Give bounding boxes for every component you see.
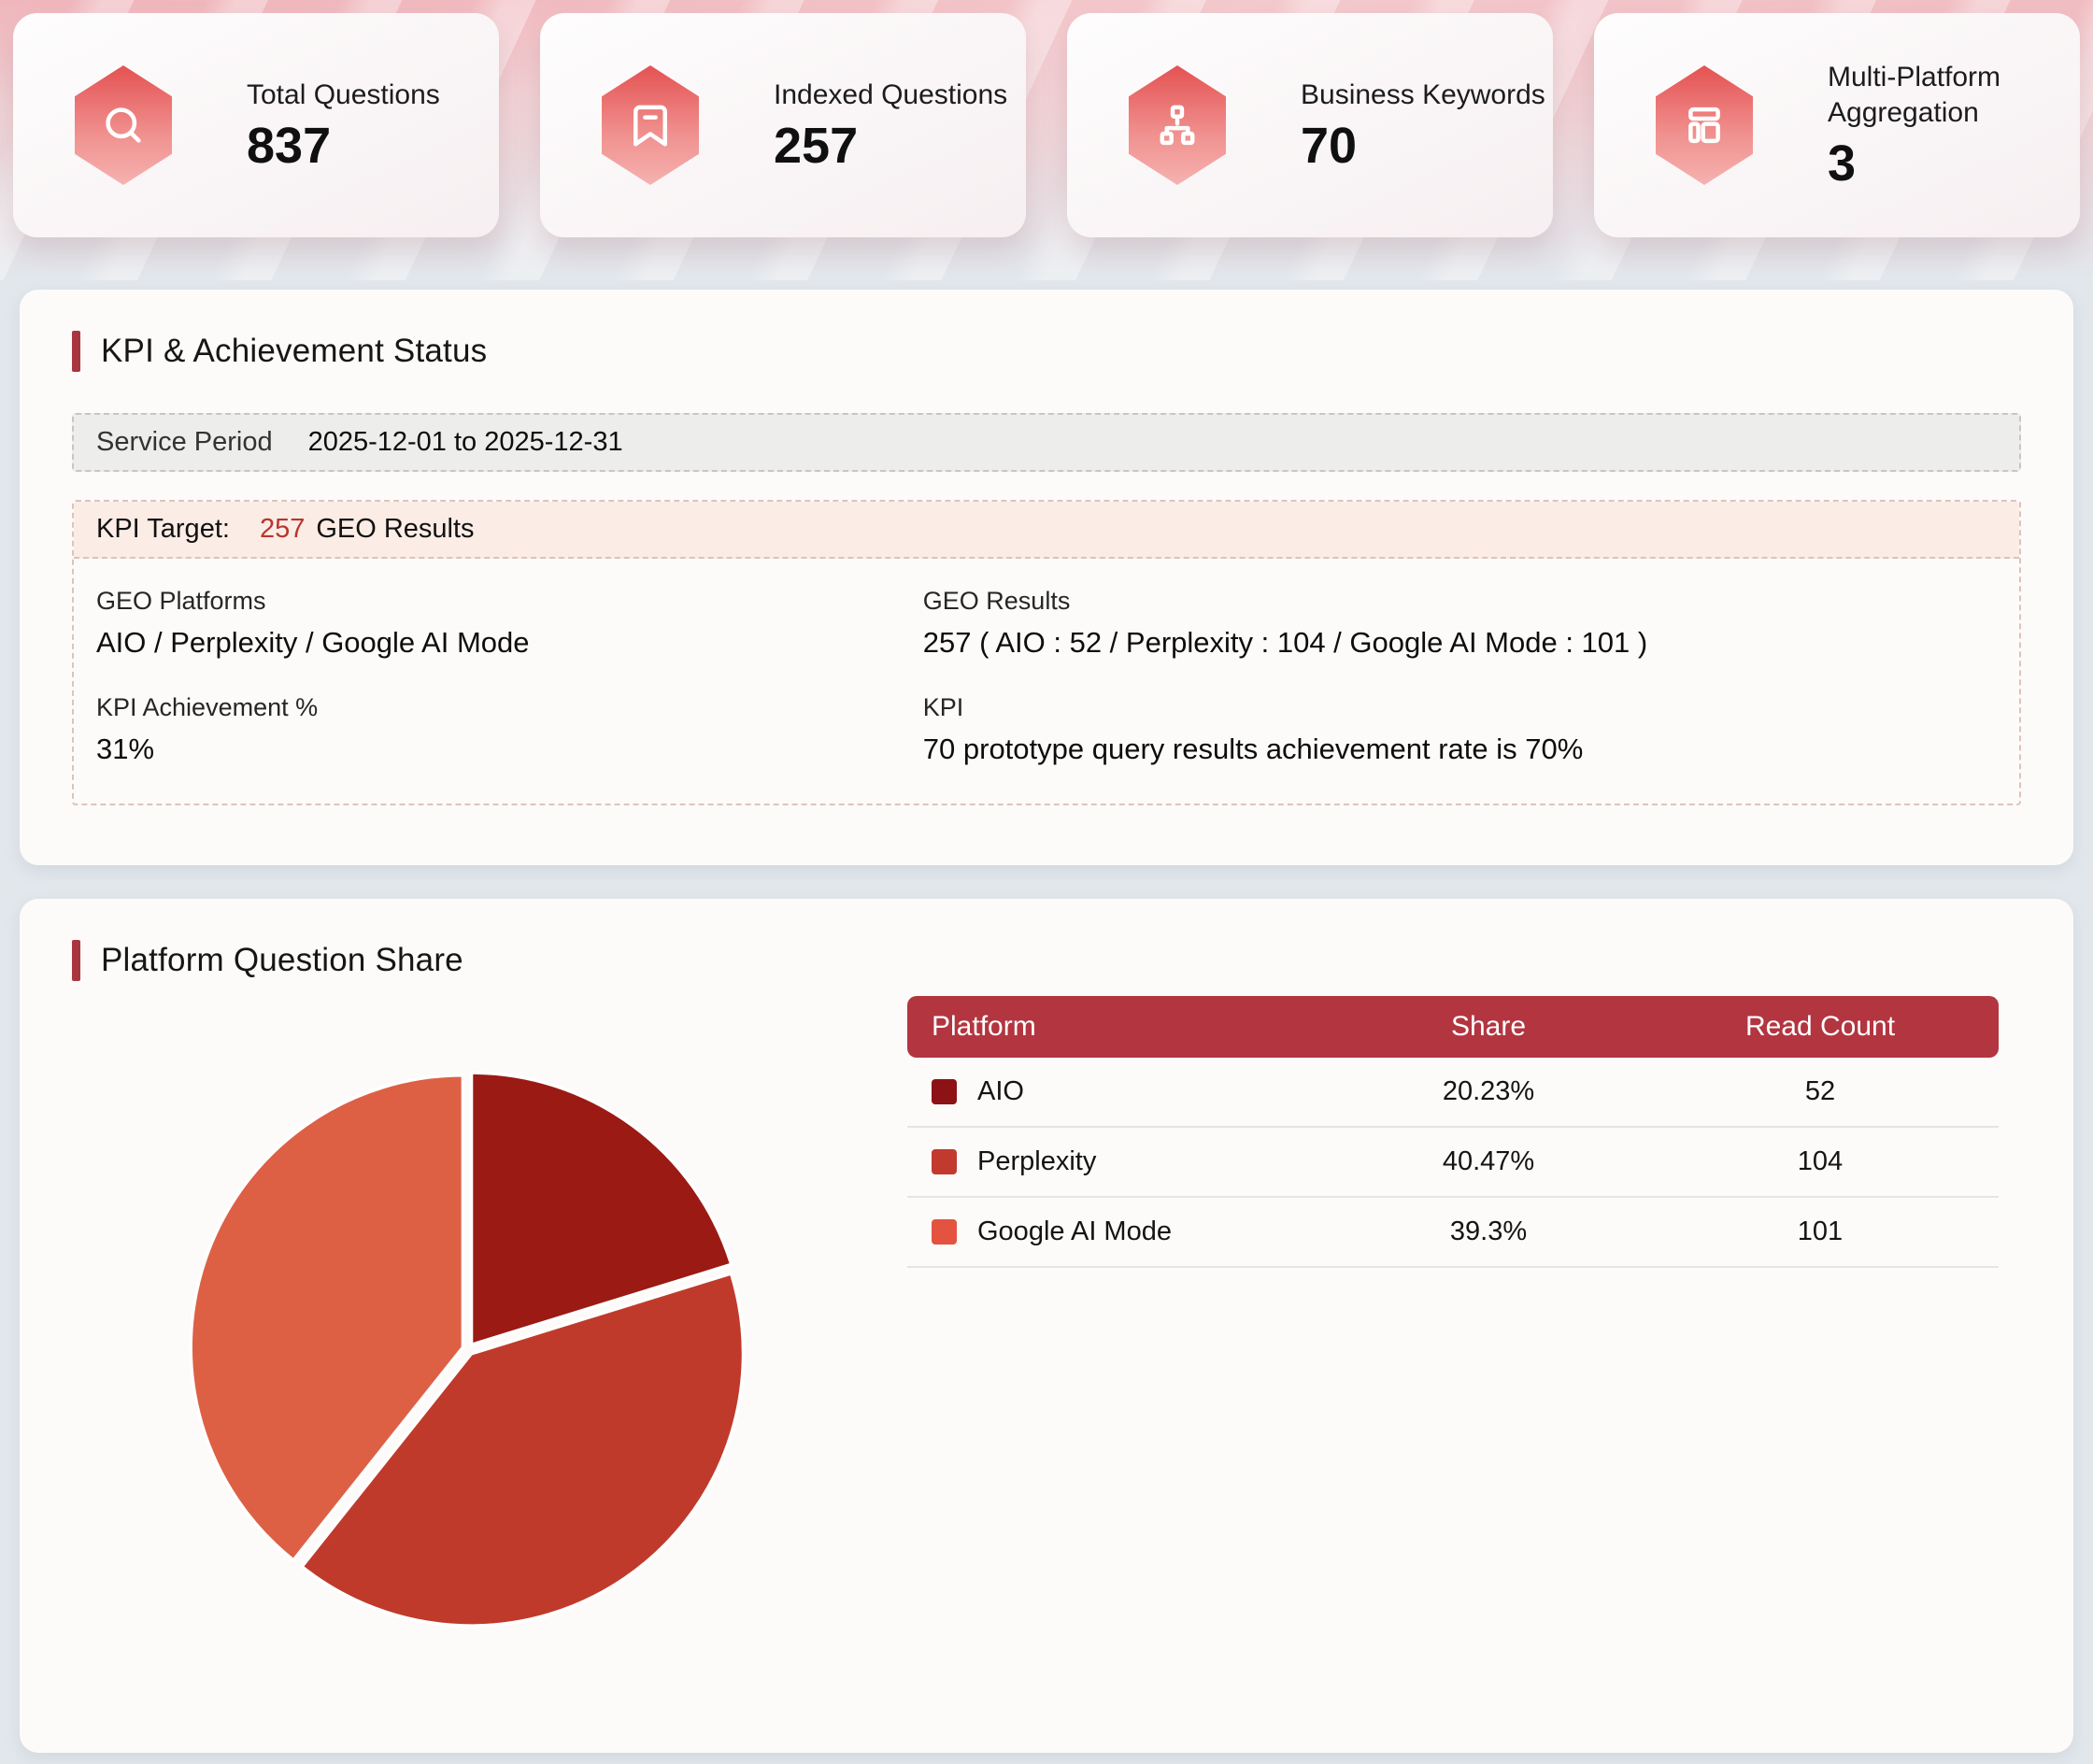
section-title-text: Platform Question Share bbox=[101, 942, 463, 978]
platform-name: Perplexity bbox=[977, 1146, 1097, 1176]
service-period-row: Service Period 2025-12-01 to 2025-12-31 bbox=[72, 413, 2021, 472]
section-title-text: KPI & Achievement Status bbox=[101, 333, 488, 369]
info-kpi: KPI 70 prototype query results achieveme… bbox=[922, 693, 1584, 765]
kpi-achievement-panel: KPI & Achievement Status Service Period … bbox=[20, 290, 2073, 865]
share-value: 20.23% bbox=[1442, 1076, 1535, 1106]
card-label: Indexed Questions bbox=[774, 78, 1008, 110]
kpi-section-title: KPI & Achievement Status bbox=[72, 331, 2021, 372]
card-total-questions: Total Questions 837 bbox=[13, 13, 499, 237]
kpi-target-row: KPI Target: 257 GEO Results bbox=[74, 502, 2019, 559]
card-value: 257 bbox=[774, 118, 859, 175]
pie-slice-perplexity[interactable] bbox=[300, 1272, 746, 1628]
legend-swatch-aio bbox=[932, 1079, 957, 1104]
read-count-value: 104 bbox=[1797, 1146, 1844, 1176]
pie-slice-aio[interactable] bbox=[469, 1071, 733, 1346]
title-accent-bar bbox=[72, 331, 80, 372]
card-value: 837 bbox=[247, 118, 332, 175]
stat-cards-row: Total Questions 837 Indexed Questions 25… bbox=[13, 13, 2080, 237]
platform-name: AIO bbox=[977, 1076, 1024, 1106]
platform-share-table: Platform Share Read Count AIO 20.23% 52 … bbox=[907, 996, 1999, 1268]
title-accent-bar bbox=[72, 940, 80, 981]
table-row: Perplexity 40.47% 104 bbox=[907, 1128, 1999, 1198]
sitemap-icon bbox=[1129, 65, 1226, 185]
kpi-target-suffix: GEO Results bbox=[316, 514, 475, 544]
search-icon bbox=[75, 65, 172, 185]
card-multi-platform-aggregation: Multi-Platform Aggregation 3 bbox=[1594, 13, 2080, 237]
kpi-target-number: 257 bbox=[259, 514, 306, 544]
table-row: Google AI Mode 39.3% 101 bbox=[907, 1198, 1999, 1268]
kpi-target-label: KPI Target: bbox=[96, 514, 230, 544]
platform-name: Google AI Mode bbox=[977, 1216, 1172, 1246]
kpi-info-grid: GEO Platforms AIO / Perplexity / Google … bbox=[74, 559, 2019, 804]
read-count-value: 101 bbox=[1797, 1216, 1844, 1246]
info-geo-results: GEO Results 257 ( AIO : 52 / Perplexity … bbox=[922, 587, 1648, 659]
table-header-row: Platform Share Read Count bbox=[907, 996, 1999, 1058]
card-label: Multi-Platform Aggregation bbox=[1828, 62, 2001, 128]
share-value: 39.3% bbox=[1449, 1216, 1528, 1246]
header-read-count: Read Count bbox=[1744, 1011, 1896, 1042]
table-row: AIO 20.23% 52 bbox=[907, 1058, 1999, 1128]
info-geo-platforms: GEO Platforms AIO / Perplexity / Google … bbox=[96, 587, 530, 659]
layout-icon bbox=[1656, 65, 1753, 185]
platform-share-panel: Platform Question Share Platform Share R… bbox=[20, 899, 2073, 1753]
legend-swatch-perplexity bbox=[932, 1149, 957, 1174]
share-section-title: Platform Question Share bbox=[72, 940, 2021, 981]
card-label: Total Questions bbox=[247, 78, 440, 110]
kpi-target-box: KPI Target: 257 GEO Results GEO Platform… bbox=[72, 500, 2021, 805]
card-indexed-questions: Indexed Questions 257 bbox=[540, 13, 1026, 237]
bookmark-icon bbox=[602, 65, 699, 185]
platform-share-pie-chart bbox=[182, 1063, 754, 1640]
legend-swatch-google-ai-mode bbox=[932, 1219, 957, 1245]
card-business-keywords: Business Keywords 70 bbox=[1067, 13, 1553, 237]
card-value: 70 bbox=[1301, 118, 1358, 175]
card-value: 3 bbox=[1828, 135, 1857, 192]
service-period-label: Service Period bbox=[96, 427, 273, 457]
service-period-value: 2025-12-01 to 2025-12-31 bbox=[307, 427, 623, 457]
header-platform: Platform bbox=[932, 1011, 1036, 1042]
header-share: Share bbox=[1450, 1011, 1527, 1042]
card-label: Business Keywords bbox=[1301, 78, 1545, 110]
pie-slice-google-ai-mode[interactable] bbox=[189, 1074, 465, 1562]
share-value: 40.47% bbox=[1442, 1146, 1535, 1176]
read-count-value: 52 bbox=[1804, 1076, 1836, 1106]
info-kpi-achievement: KPI Achievement % 31% bbox=[96, 693, 319, 765]
